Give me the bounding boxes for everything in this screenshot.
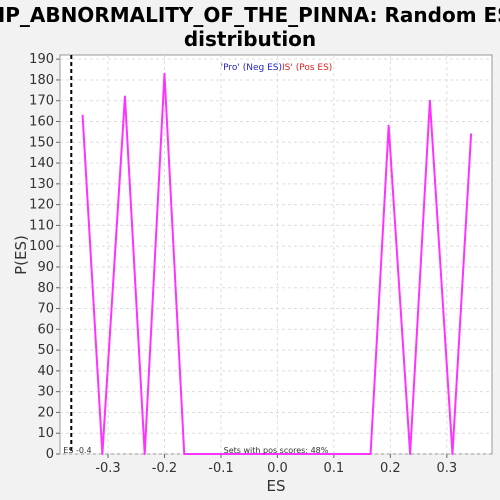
chart-title-line1: HP_ABNORMALITY_OF_THE_PINNA: Random ES: [0, 3, 500, 27]
pos-scores-annotation: Sets with pos scores: 48%: [224, 446, 329, 455]
data-point: [101, 453, 104, 455]
y-tick-label: 10: [37, 426, 54, 441]
x-tick-label: -0.3: [95, 461, 120, 476]
data-point: [183, 453, 186, 455]
y-tick-label: 190: [29, 52, 54, 67]
x-tick-label: 0.1: [324, 461, 345, 476]
legend-neg-label: 'Pro' (Neg ES): [221, 63, 282, 73]
series-layer: [81, 72, 473, 455]
y-axis-ticks: 0 10 20 30 40 50 60 70 80 90 100 110 120 130 140 150 160…: [29, 52, 60, 462]
data-point: [81, 114, 84, 117]
y-tick-label: 50: [37, 343, 54, 358]
es-marker-label: ES -0.4: [63, 446, 91, 455]
x-axis-label: ES: [267, 477, 286, 495]
data-point: [470, 133, 472, 135]
y-tick-label: 60: [37, 322, 54, 337]
y-tick-label: 140: [29, 156, 54, 171]
x-tick-label: 0.0: [267, 461, 288, 476]
y-axis-label: P(ES): [12, 235, 30, 275]
x-tick-label: 0.3: [436, 461, 457, 476]
y-tick-label: 120: [29, 198, 54, 213]
data-point: [369, 453, 372, 455]
data-point: [409, 453, 411, 455]
x-tick-label: 0.2: [380, 461, 401, 476]
y-tick-label: 0: [46, 447, 54, 462]
y-tick-label: 130: [29, 177, 54, 192]
data-point: [143, 453, 146, 455]
legend-pos-label: IS' (Pos ES): [282, 63, 332, 73]
data-point: [429, 99, 431, 102]
data-point: [451, 453, 454, 455]
y-tick-label: 110: [29, 218, 54, 233]
y-tick-label: 100: [29, 239, 54, 254]
x-tick-label: -0.2: [152, 461, 177, 476]
series-line: [81, 72, 473, 455]
y-tick-label: 150: [29, 135, 54, 150]
y-tick-label: 170: [29, 94, 54, 109]
y-tick-label: 20: [37, 405, 54, 420]
y-tick-label: 80: [37, 281, 54, 296]
y-tick-label: 180: [29, 73, 54, 88]
y-tick-label: 160: [29, 115, 54, 130]
chart-title-line2: distribution: [184, 27, 316, 51]
plot-area: [59, 54, 493, 455]
x-axis-ticks: -0.3 -0.2 -0.1 0.0 0.1 0.2 0.3: [95, 454, 457, 476]
y-tick-label: 70: [37, 302, 54, 317]
data-point: [163, 72, 166, 75]
x-tick-label: -0.1: [208, 461, 233, 476]
data-point: [387, 124, 390, 127]
y-tick-label: 40: [37, 364, 54, 379]
data-point: [124, 95, 126, 98]
y-tick-label: 30: [37, 385, 54, 400]
y-tick-label: 90: [37, 260, 54, 275]
